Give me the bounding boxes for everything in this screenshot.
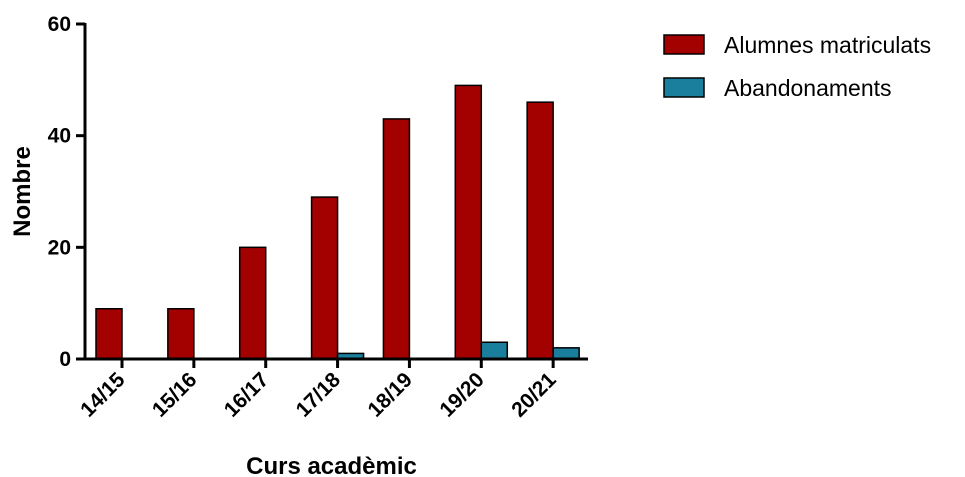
y-tick-label: 60 [48,13,71,36]
x-tick-label: 17/18 [292,368,346,422]
x-axis-title: Curs acadèmic [246,453,417,477]
y-tick-label: 0 [59,348,71,371]
legend-swatch [663,34,705,55]
legend: Alumnes matriculats Abandonaments [663,32,931,101]
bar-alumnes-14-15 [95,308,123,360]
axes-group [83,23,588,361]
legend-label: Alumnes matriculats [724,32,931,58]
x-tick-label: 15/16 [148,368,201,421]
x-tick-label: 19/20 [435,368,488,421]
bar-alumnes-20-21 [526,101,554,360]
bar-alumnes-18-19 [382,118,411,360]
x-tick-label: 16/17 [220,368,273,421]
bars-group [95,84,580,360]
legend-swatch [663,77,705,98]
bar-abandonaments-19-20 [480,341,509,360]
y-tick-label: 40 [48,125,71,148]
x-axis-ticks: 14/15 15/16 16/17 17/18 18/19 19/20 20/21 [76,359,561,422]
bar-alumnes-15-16 [167,308,195,360]
y-tick-label: 20 [48,236,71,259]
bar-alumnes-16-17 [238,246,267,360]
x-tick-label: 18/19 [364,368,417,421]
bar-alumnes-19-20 [454,84,483,360]
x-tick-label: 14/15 [76,368,130,422]
x-tick-label: 20/21 [507,368,561,422]
bar-alumnes-17-18 [310,196,339,360]
bar-abandonaments-20-21 [552,347,580,360]
legend-label: Abandonaments [724,75,892,101]
y-axis-title: Nombre [9,146,36,237]
y-axis-ticks: 0 20 40 60 [48,13,85,371]
